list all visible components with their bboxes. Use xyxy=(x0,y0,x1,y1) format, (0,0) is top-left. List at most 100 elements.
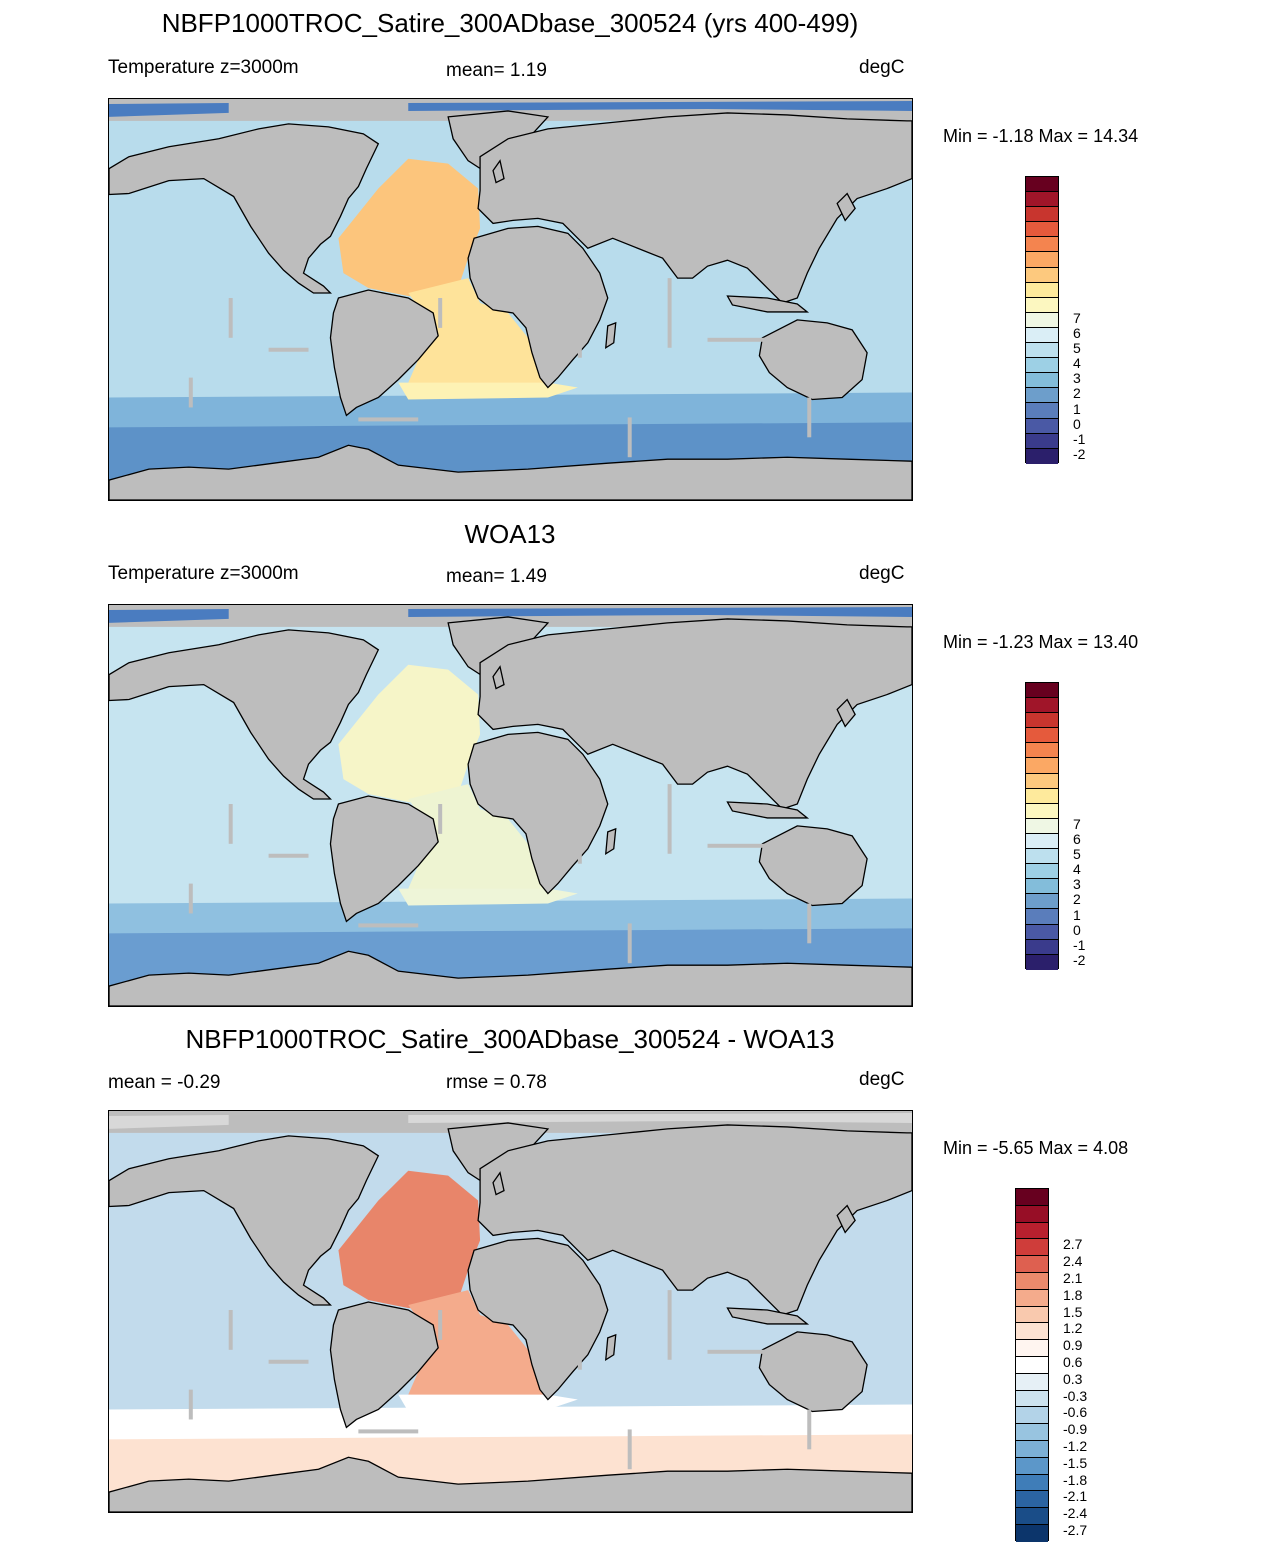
colorbar-tick-label: -1 xyxy=(1073,430,1086,447)
colorbar-swatch xyxy=(1026,698,1058,714)
south-atlantic-field xyxy=(408,784,548,899)
colorbar-swatch xyxy=(1016,1189,1048,1206)
missing-data-patch xyxy=(807,1409,812,1450)
colorbar-tick-label: -1.5 xyxy=(1063,1454,1088,1471)
missing-data-patch xyxy=(358,417,419,422)
colorbar-swatch xyxy=(1026,207,1058,223)
colorbar-swatch xyxy=(1026,433,1058,449)
panel-3-mean-label: mean = -0.29 xyxy=(108,1072,221,1093)
colorbar-tick-label: 0.9 xyxy=(1063,1337,1083,1354)
colorbar-swatch xyxy=(1016,1407,1048,1425)
colorbar-tick-label: 0.6 xyxy=(1063,1354,1083,1370)
panel-3-minmax: Min = -5.65 Max = 4.08 xyxy=(943,1138,1129,1158)
colorbar-tick-label: 2.4 xyxy=(1063,1253,1083,1270)
colorbar-tick-label: 6 xyxy=(1073,325,1081,341)
northAmerica-landmass xyxy=(109,629,380,800)
south-atlantic-field xyxy=(408,278,548,393)
colorbar-swatch xyxy=(1016,1474,1048,1492)
panel-1-minmax: Min = -1.18 Max = 14.34 xyxy=(943,126,1139,146)
missing-data-patch xyxy=(228,298,233,338)
panel-1-units: degC xyxy=(859,57,905,78)
colorbar-swatch xyxy=(1016,1457,1048,1475)
panel-2-units: degC xyxy=(859,563,905,584)
arctic-ocean-field xyxy=(109,1112,912,1129)
missing-data-patch xyxy=(438,804,443,834)
colorbar-swatch xyxy=(1016,1205,1048,1223)
south-atlantic-field xyxy=(408,1290,548,1405)
colorbar-swatch xyxy=(1026,864,1058,880)
missing-data-patch xyxy=(268,853,309,858)
missing-data-patch xyxy=(667,784,672,854)
antarctica-landmass xyxy=(109,444,912,500)
missing-data-patch xyxy=(627,417,632,458)
missing-data-patch xyxy=(228,804,233,844)
colorbar-swatch xyxy=(1016,1491,1048,1509)
colorbar-tick-label: -0.9 xyxy=(1063,1421,1088,1438)
uk-landmass xyxy=(492,1171,505,1196)
panel-1-variable-label: Temperature z=3000m xyxy=(108,57,299,78)
colorbar-tick-label: 7 xyxy=(1073,815,1081,832)
colorbar-swatch xyxy=(1016,1373,1048,1391)
southAmerica-landmass xyxy=(329,1301,439,1429)
missing-data-patch xyxy=(438,1310,443,1340)
colorbar-swatch xyxy=(1016,1524,1048,1542)
colorbar-swatch xyxy=(1026,758,1058,774)
colorbar-tick-label: 1 xyxy=(1073,400,1081,417)
colorbar-swatch xyxy=(1026,252,1058,268)
colorbar-swatch xyxy=(1026,403,1058,419)
japan-landmass xyxy=(836,192,856,222)
colorbar-swatch xyxy=(1016,1289,1048,1307)
colorbar-tick-label: -2.1 xyxy=(1063,1488,1088,1505)
missing-data-patch xyxy=(268,347,309,352)
madagascar-landmass xyxy=(604,1333,617,1361)
missing-data-patch xyxy=(707,1349,778,1354)
missing-data-patch xyxy=(627,923,632,964)
colorbar-swatch xyxy=(1026,773,1058,789)
colorbar-swatch xyxy=(1016,1440,1048,1458)
panel-1-mean-label: mean= 1.19 xyxy=(446,60,547,81)
missing-data-patch xyxy=(627,1429,632,1470)
colorbar-tick-label: -1 xyxy=(1073,936,1086,953)
colorbar-swatch xyxy=(1026,803,1058,819)
southAmerica-landmass xyxy=(329,289,439,417)
colorbar-swatch xyxy=(1026,358,1058,374)
colorbar-tick-label: 0.3 xyxy=(1063,1370,1083,1387)
colorbar-swatch xyxy=(1026,418,1058,434)
colorbar-swatch xyxy=(1016,1239,1048,1257)
north-atlantic-field xyxy=(338,664,481,805)
colorbar-tick-label: 1.5 xyxy=(1063,1303,1083,1320)
colorbar-tick-label: -0.6 xyxy=(1063,1404,1088,1421)
colorbar-tick-label: -1.8 xyxy=(1063,1471,1088,1488)
colorbar-tick-label: 7 xyxy=(1073,309,1081,326)
panel-2-map xyxy=(108,604,913,1007)
colorbar-tick-label: 5 xyxy=(1073,846,1081,863)
australia-landmass xyxy=(758,825,868,907)
panel-3-rmse-label: rmse = 0.78 xyxy=(446,1072,547,1093)
colorbar-swatches xyxy=(1015,1188,1049,1542)
missing-data-patch xyxy=(707,337,778,342)
arctic-ocean-field xyxy=(109,100,912,117)
colorbar-tick-label: 3 xyxy=(1073,876,1081,893)
colorbar-tick-label: 3 xyxy=(1073,370,1081,387)
colorbar-tick-label: 1.8 xyxy=(1063,1286,1083,1303)
colorbar-tick-label: -2.7 xyxy=(1063,1522,1088,1538)
colorbar-swatch xyxy=(1026,818,1058,834)
antarctica-landmass xyxy=(109,1456,912,1512)
africa-landmass xyxy=(467,731,609,895)
missing-data-patch xyxy=(228,1310,233,1350)
north-atlantic-field xyxy=(338,158,481,299)
africa-landmass xyxy=(467,225,609,389)
colorbar-tick-label: -2 xyxy=(1073,951,1086,968)
colorbar-swatch xyxy=(1026,879,1058,895)
colorbar-swatch xyxy=(1026,222,1058,238)
colorbar-tick-label: 5 xyxy=(1073,340,1081,357)
missing-data-patch xyxy=(707,843,778,848)
colorbar-tick-label: 2.1 xyxy=(1063,1270,1083,1286)
colorbar-swatch xyxy=(1026,327,1058,344)
colorbar-swatch xyxy=(1026,312,1058,328)
missing-data-patch xyxy=(188,883,193,914)
colorbar-swatch xyxy=(1026,237,1058,253)
madagascar-landmass xyxy=(604,321,617,349)
colorbar-tick-label: 2.7 xyxy=(1063,1236,1083,1253)
colorbar-swatch xyxy=(1026,388,1058,404)
